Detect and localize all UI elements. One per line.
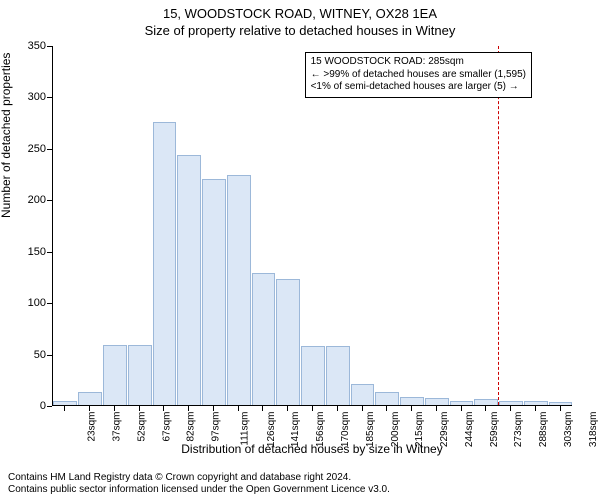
histogram-bar bbox=[499, 401, 523, 405]
x-tick bbox=[337, 406, 338, 411]
x-tick bbox=[238, 406, 239, 411]
x-tick-label: 97sqm bbox=[211, 412, 222, 442]
x-axis-label: Distribution of detached houses by size … bbox=[52, 442, 572, 456]
annotation-box: 15 WOODSTOCK ROAD: 285sqm ← >99% of deta… bbox=[305, 52, 532, 98]
x-tick bbox=[163, 406, 164, 411]
x-tick bbox=[287, 406, 288, 411]
x-tick bbox=[461, 406, 462, 411]
histogram-bar bbox=[153, 122, 177, 405]
x-tick bbox=[386, 406, 387, 411]
x-tick-label: 82sqm bbox=[186, 412, 197, 442]
x-tick bbox=[188, 406, 189, 411]
histogram-bar bbox=[78, 392, 102, 405]
histogram-bar bbox=[425, 398, 449, 405]
chart-title-main: 15, WOODSTOCK ROAD, WITNEY, OX28 1EA bbox=[0, 0, 600, 21]
chart-title-sub: Size of property relative to detached ho… bbox=[0, 21, 600, 38]
y-tick-area: 050100150200250300350 bbox=[0, 46, 52, 406]
annotation-line3: <1% of semi-detached houses are larger (… bbox=[311, 81, 526, 94]
x-tick bbox=[436, 406, 437, 411]
histogram-bar bbox=[202, 179, 226, 405]
x-tick bbox=[262, 406, 263, 411]
x-tick bbox=[114, 406, 115, 411]
x-tick-label: 52sqm bbox=[136, 412, 147, 442]
y-tick-label: 350 bbox=[28, 40, 46, 52]
x-tick-area: 23sqm37sqm52sqm67sqm82sqm97sqm111sqm126s… bbox=[52, 406, 572, 446]
y-tick-label: 200 bbox=[28, 194, 46, 206]
histogram-bar bbox=[227, 175, 251, 405]
x-tick bbox=[560, 406, 561, 411]
y-tick-label: 50 bbox=[34, 349, 46, 361]
x-tick-label: 37sqm bbox=[112, 412, 123, 442]
histogram-bar bbox=[252, 273, 276, 405]
x-tick-label: 111sqm bbox=[240, 412, 251, 446]
histogram-bar bbox=[524, 401, 548, 405]
footer-attribution: Contains HM Land Registry data © Crown c… bbox=[8, 472, 390, 496]
x-tick-label: 67sqm bbox=[161, 412, 172, 442]
x-tick bbox=[485, 406, 486, 411]
histogram-bar bbox=[400, 397, 424, 405]
y-tick-label: 100 bbox=[28, 297, 46, 309]
histogram-bar bbox=[351, 384, 375, 405]
x-tick bbox=[362, 406, 363, 411]
x-tick bbox=[139, 406, 140, 411]
x-tick bbox=[411, 406, 412, 411]
x-tick bbox=[64, 406, 65, 411]
histogram-bar bbox=[276, 279, 300, 406]
histogram-bar bbox=[326, 346, 350, 405]
y-tick-label: 300 bbox=[28, 91, 46, 103]
histogram-bar bbox=[128, 345, 152, 405]
footer-line2: Contains public sector information licen… bbox=[8, 484, 390, 496]
histogram-bar bbox=[177, 155, 201, 405]
x-tick bbox=[312, 406, 313, 411]
y-tick-label: 0 bbox=[40, 400, 46, 412]
x-tick bbox=[213, 406, 214, 411]
histogram-bar bbox=[375, 392, 399, 405]
annotation-line1: 15 WOODSTOCK ROAD: 285sqm bbox=[311, 56, 526, 69]
annotation-line2: ← >99% of detached houses are smaller (1… bbox=[311, 69, 526, 82]
x-tick bbox=[535, 406, 536, 411]
chart-container: Number of detached properties 0501001502… bbox=[0, 38, 600, 448]
y-tick-label: 150 bbox=[28, 246, 46, 258]
histogram-bar bbox=[53, 401, 77, 405]
x-tick bbox=[510, 406, 511, 411]
x-tick bbox=[89, 406, 90, 411]
histogram-bar bbox=[474, 399, 498, 405]
histogram-bar bbox=[301, 346, 325, 405]
footer-line1: Contains HM Land Registry data © Crown c… bbox=[8, 472, 390, 484]
property-marker-line bbox=[498, 46, 499, 405]
histogram-bar bbox=[549, 402, 573, 405]
plot-area: 15 WOODSTOCK ROAD: 285sqm ← >99% of deta… bbox=[52, 46, 572, 406]
x-tick-label: 23sqm bbox=[87, 412, 98, 442]
histogram-bar bbox=[103, 345, 127, 405]
x-tick-label: 318sqm bbox=[588, 412, 599, 448]
histogram-bar bbox=[450, 401, 474, 405]
y-tick-label: 250 bbox=[28, 143, 46, 155]
